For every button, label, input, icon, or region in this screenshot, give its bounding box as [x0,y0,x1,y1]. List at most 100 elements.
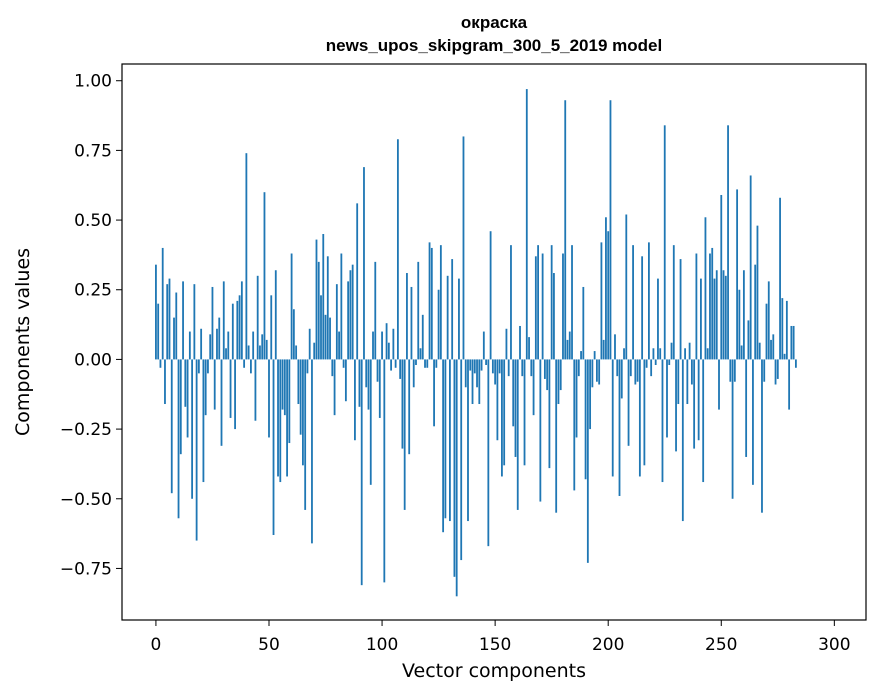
bar-158 [512,359,515,427]
bar-176 [553,273,555,360]
bar-51 [270,295,273,360]
bar-281 [790,325,793,360]
bar-104 [390,359,393,371]
bar-275 [776,359,779,379]
bar-274 [774,359,777,385]
bar-63 [297,359,300,405]
bar-146 [485,359,487,365]
x-tick-label-4: 200 [592,635,624,655]
bar-260 [742,270,745,360]
bar-268 [761,359,763,513]
bar-53 [274,270,277,360]
bar-229 [672,245,675,360]
bar-81 [338,331,340,360]
bar-137 [464,359,467,388]
bar-92 [363,167,365,360]
y-tick-label-7: −0.75 [60,559,112,579]
bar-228 [670,342,673,360]
bar-7 [170,359,173,494]
chart-title-line-1: окраска [461,13,528,32]
bar-159 [514,359,517,457]
bar-30 [222,281,225,360]
bar-269 [763,359,766,382]
bar-261 [745,359,748,457]
bar-145 [482,331,485,360]
bar-178 [557,359,560,405]
bar-133 [455,359,458,597]
bar-128 [444,359,447,519]
bar-series [155,89,797,597]
bar-140 [471,359,474,405]
bar-234 [684,348,686,360]
bar-119 [424,359,426,368]
bar-125 [437,289,440,360]
bar-214 [638,359,641,477]
bar-166 [530,359,533,377]
bar-33 [229,359,232,418]
bar-100 [381,331,383,360]
bar-186 [575,359,578,438]
bar-25 [211,286,214,360]
bar-102 [385,323,388,360]
bar-78 [331,359,334,377]
bar-227 [668,359,671,365]
bar-109 [401,359,404,449]
bar-56 [281,359,284,410]
bar-91 [360,359,363,586]
bar-253 [727,125,729,360]
bar-113 [410,286,413,360]
bar-273 [772,334,775,360]
bar-223 [659,348,662,360]
bar-23 [207,359,209,374]
bar-142 [476,359,478,388]
bar-207 [623,348,625,360]
bar-245 [709,253,711,360]
bar-116 [417,261,420,360]
bar-168 [534,256,537,360]
bar-209 [627,359,630,446]
bar-9 [175,292,178,360]
bar-157 [510,245,512,360]
y-axis-label: Components values [12,248,34,436]
bar-90 [358,359,361,407]
bar-160 [516,359,519,510]
bar-212 [634,359,637,385]
bar-11 [179,359,182,455]
bar-201 [609,100,612,360]
bar-67 [306,359,309,374]
bar-189 [582,286,585,360]
bar-12 [182,281,184,360]
bar-248 [715,270,718,360]
y-tick-label-3: 0.25 [74,281,112,301]
bar-41 [247,345,250,360]
bar-156 [507,359,510,377]
bar-99 [378,359,381,418]
bar-252 [724,275,727,360]
bar-170 [539,359,542,502]
bar-193 [591,359,594,388]
bar-101 [383,359,386,583]
bar-93 [365,359,368,388]
bar-129 [446,275,449,360]
bar-235 [686,359,689,405]
plot-area-frame [121,63,867,621]
bar-65 [302,359,304,466]
bar-283 [794,359,797,368]
bar-161 [519,325,521,360]
bar-26 [213,359,216,410]
bar-22 [204,359,207,416]
bar-196 [598,359,601,385]
bar-70 [313,342,316,360]
bar-15 [188,331,191,360]
bar-55 [279,359,282,483]
bar-20 [200,328,203,360]
bar-72 [317,261,320,360]
bar-138 [467,359,469,522]
bar-52 [272,359,275,535]
bar-126 [439,245,442,360]
bar-17 [193,284,196,360]
bar-195 [595,359,598,382]
bar-239 [695,253,698,360]
bar-29 [220,359,223,446]
bar-251 [722,270,725,360]
